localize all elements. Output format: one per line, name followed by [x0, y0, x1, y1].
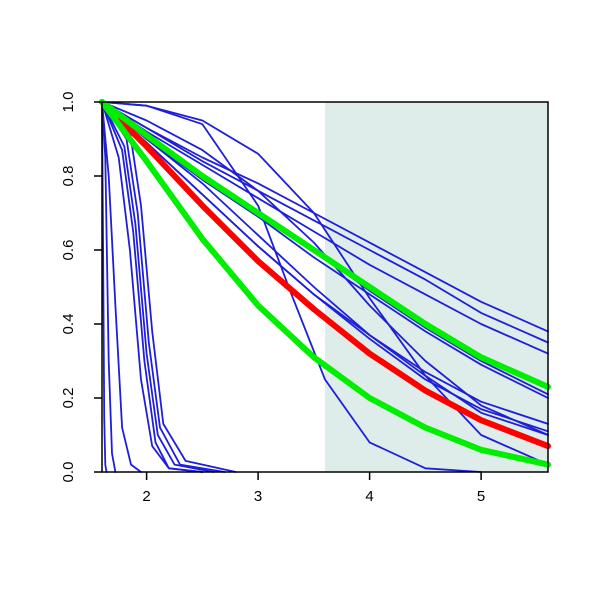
series-blue-line-18	[101, 101, 549, 436]
plot-frame	[101, 101, 549, 473]
y-tick-label-1: 1.0	[60, 92, 77, 113]
y-tick-label-0.4: 0.4	[60, 314, 77, 335]
series-blue-line-17	[101, 101, 549, 425]
series-blue-line-3	[101, 101, 142, 473]
series-green-line-22	[99, 99, 551, 468]
series-layer	[99, 99, 551, 473]
series-blue-line-9	[101, 101, 483, 473]
series-red-line-20	[99, 99, 551, 450]
y-tick-label-0.2: 0.2	[60, 388, 77, 409]
x-tick-label-4: 4	[365, 488, 373, 505]
series-blue-line-19	[101, 101, 549, 436]
axes-layer: 2 3 4 5 0.0 0.2 0.4 0.6 0.8 1.0	[60, 92, 549, 505]
series-blue-line-12	[101, 101, 549, 344]
series-blue-line-5	[101, 101, 204, 473]
y-tick-label-0: 0.0	[60, 462, 77, 483]
series-blue-line-11	[101, 101, 549, 333]
y-tick-label-0.8: 0.8	[60, 166, 77, 187]
series-blue-line-2	[101, 101, 117, 473]
y-tick-label-0.6: 0.6	[60, 240, 77, 261]
x-tick-label-2: 2	[142, 488, 150, 505]
series-blue-line-13	[101, 101, 549, 355]
x-tick-label-3: 3	[254, 488, 262, 505]
series-blue-line-6	[101, 101, 215, 473]
series-green-line-21	[99, 99, 551, 390]
x-tick-label-5: 5	[477, 488, 485, 505]
